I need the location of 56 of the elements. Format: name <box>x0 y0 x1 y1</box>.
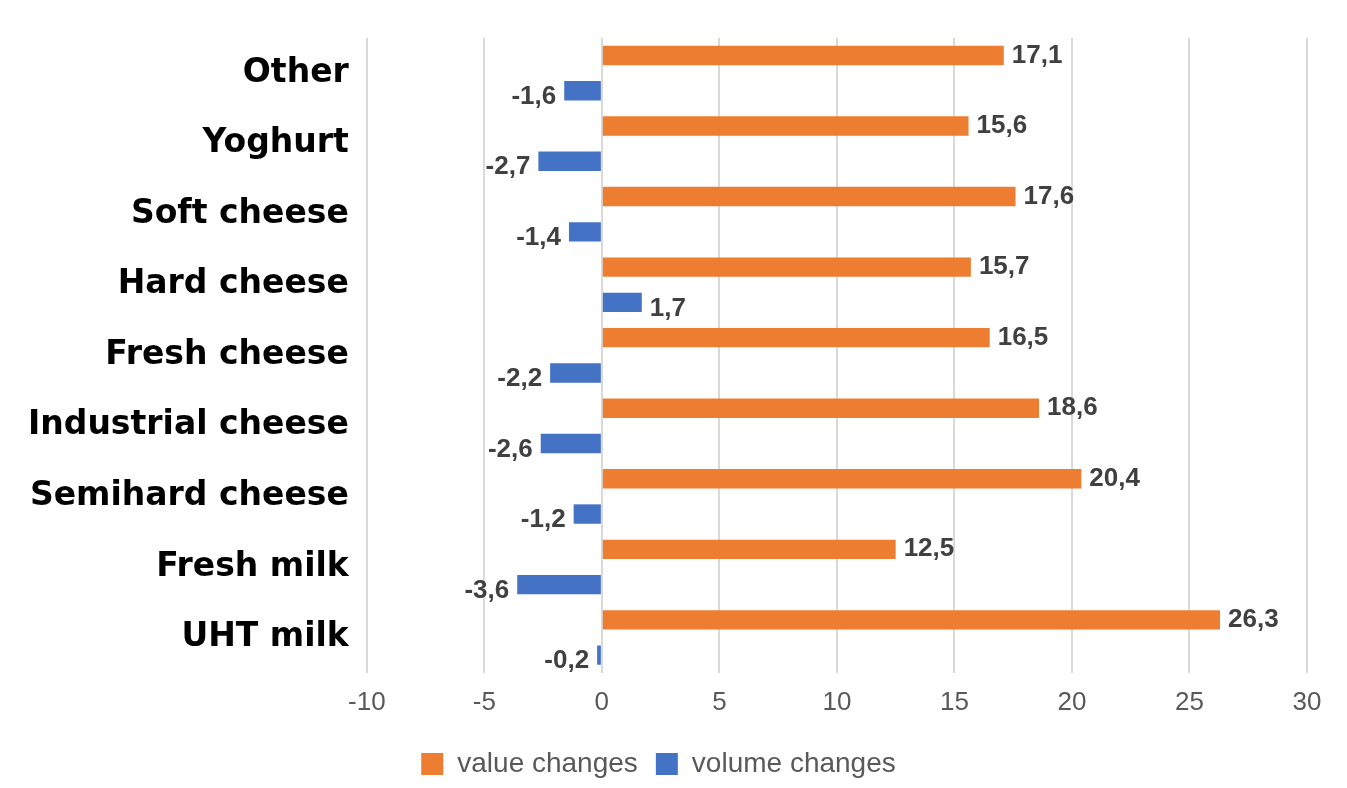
data-label: 17,1 <box>1011 38 1063 69</box>
y-tick-label: Soft cheese <box>130 191 349 231</box>
data-label: 1,7 <box>649 291 686 322</box>
bar <box>564 81 601 101</box>
y-tick-label: UHT milk <box>181 615 350 655</box>
y-tick-label: Fresh cheese <box>105 332 349 372</box>
bar <box>568 222 601 242</box>
bar <box>538 151 601 171</box>
bar <box>602 116 969 136</box>
data-label: 15,7 <box>978 250 1030 281</box>
bar <box>602 539 896 560</box>
y-tick-label: Fresh milk <box>156 544 350 584</box>
data-label: -1,4 <box>516 221 562 251</box>
data-label: 12,5 <box>903 532 955 563</box>
x-tick-label: 0 <box>594 685 610 716</box>
data-label: 18,6 <box>1047 391 1098 422</box>
bar <box>602 610 1221 630</box>
x-tick-label: 10 <box>822 685 852 716</box>
data-label: 20,4 <box>1089 461 1141 492</box>
y-tick-label: Yoghurt <box>201 121 350 161</box>
bar <box>540 433 601 454</box>
x-tick-label: 25 <box>1175 685 1204 716</box>
data-label: -3,6 <box>464 573 510 604</box>
bar <box>602 45 1004 66</box>
legend-label: volume changes <box>691 746 896 778</box>
data-label: -2,6 <box>487 432 533 463</box>
data-label: 15,6 <box>976 109 1028 140</box>
x-tick-label: 30 <box>1292 685 1322 716</box>
data-label: -2,7 <box>485 150 531 181</box>
x-tick-label: 5 <box>712 685 727 716</box>
bar <box>602 327 990 348</box>
data-label: -2,2 <box>497 362 543 393</box>
y-tick-label: Hard cheese <box>117 262 349 302</box>
bar <box>602 186 1016 207</box>
x-tick-label: 15 <box>939 685 969 716</box>
legend-label: value changes <box>457 746 638 778</box>
data-label: 17,6 <box>1023 179 1075 210</box>
bar <box>597 645 601 665</box>
data-label: -1,6 <box>511 79 557 110</box>
bar <box>602 292 642 313</box>
bar <box>573 504 601 524</box>
bar <box>602 257 971 277</box>
x-tick-label: 20 <box>1057 685 1087 716</box>
bar <box>602 398 1040 418</box>
data-label: -0,2 <box>544 644 590 675</box>
data-label: 16,5 <box>997 320 1049 351</box>
y-tick-label: Semihard cheese <box>29 473 349 513</box>
x-tick-label: -10 <box>348 685 386 716</box>
bar <box>602 469 1082 489</box>
y-tick-label: Industrial cheese <box>27 403 349 443</box>
y-tick-label: Other <box>242 50 350 90</box>
data-label: 26,3 <box>1228 603 1279 634</box>
data-label: -1,2 <box>520 503 566 534</box>
bar <box>517 574 601 595</box>
bar <box>550 363 601 383</box>
x-tick-label: -5 <box>472 685 496 716</box>
